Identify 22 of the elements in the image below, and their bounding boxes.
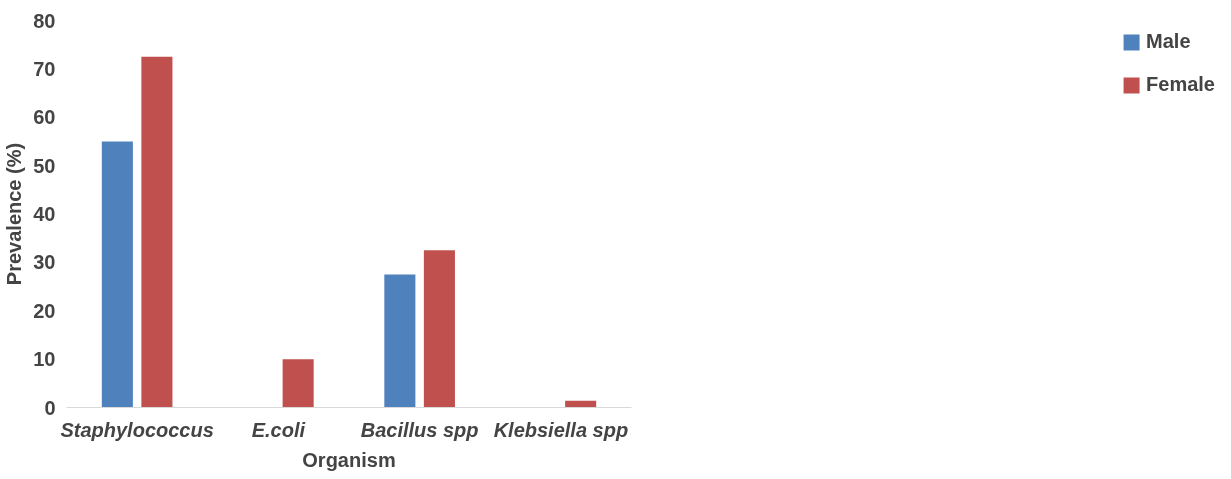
bar: [101, 141, 133, 408]
y-tick-label: 0: [44, 396, 56, 419]
y-tick-label: 20: [33, 299, 56, 322]
bar: [141, 56, 173, 408]
bar: [423, 250, 455, 408]
y-tick-label: 70: [33, 57, 56, 80]
bar: [282, 359, 314, 408]
x-tick-label: Bacillus spp: [360, 418, 479, 441]
x-tick-label: Staphylococcus: [60, 418, 214, 441]
legend-label: Male: [1146, 30, 1191, 53]
bar: [384, 274, 416, 408]
y-tick-label: 50: [33, 154, 56, 177]
x-tick-label: Klebsiella spp: [493, 418, 629, 441]
y-tick-label: 10: [33, 348, 56, 371]
y-tick-label: 30: [33, 251, 56, 274]
y-axis-title: Prevalence (%): [3, 142, 26, 286]
x-axis-title: Organism: [302, 448, 396, 471]
y-tick-label: 80: [33, 9, 56, 32]
y-tick-label: 60: [33, 106, 56, 129]
legend-label: Female: [1146, 73, 1215, 96]
x-tick-label: E.coli: [251, 418, 306, 441]
y-tick-label: 40: [33, 203, 56, 225]
